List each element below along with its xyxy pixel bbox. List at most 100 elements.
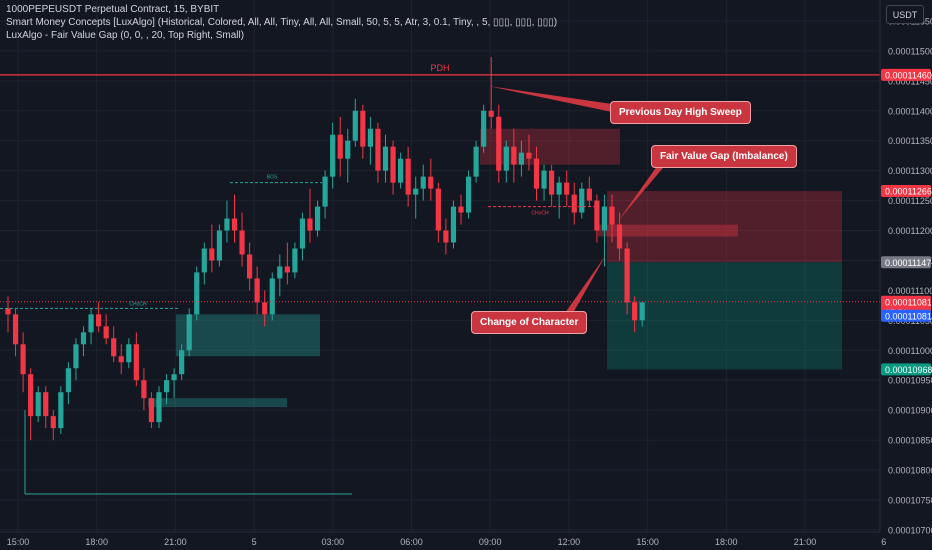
candle-body: [126, 344, 132, 363]
x-tick-label: 21:00: [164, 537, 187, 547]
x-tick-label: 21:00: [794, 537, 817, 547]
y-tick-label: 0.00011350: [888, 136, 932, 146]
candle-body: [314, 206, 321, 231]
candle-body: [352, 110, 358, 141]
candle-body: [179, 350, 185, 375]
candle-body: [564, 182, 570, 195]
y-tick-label: 0.00010800: [888, 466, 932, 476]
candle-body: [473, 146, 479, 177]
candle-body: [413, 188, 419, 195]
candle-body: [632, 302, 638, 321]
x-tick-label: 03:00: [322, 537, 345, 547]
callout-fair-value-gap: Fair Value Gap (Imbalance): [651, 145, 797, 168]
price-badge: [881, 363, 931, 376]
x-tick-label: 15:00: [7, 537, 30, 547]
candle-body: [390, 146, 396, 183]
price-axis: 0.000115500.000115000.000114500.00011400…: [879, 0, 932, 550]
candle-body: [88, 314, 94, 333]
candle-body: [103, 326, 109, 339]
price-badge-label: 0.00011147: [885, 258, 931, 268]
candle-body: [465, 176, 472, 213]
price-badge-label: 0.00011266: [885, 187, 932, 197]
candle-body: [111, 338, 117, 357]
candle-body: [586, 188, 592, 201]
choch-bear-label: CHoCH: [531, 211, 549, 217]
price-badge: [881, 309, 931, 322]
candle-body: [239, 230, 245, 255]
candle-body: [148, 398, 155, 423]
zone-bearish-fvg: [480, 128, 620, 165]
candle-body: [541, 170, 547, 189]
candle-body: [556, 182, 562, 195]
candle-body: [20, 344, 26, 375]
candle-body: [141, 380, 147, 399]
currency-unit-button[interactable]: USDT: [886, 5, 924, 24]
candle-body: [43, 392, 49, 417]
candle-body: [594, 200, 600, 231]
candle-body: [549, 170, 555, 195]
candle-body: [518, 152, 524, 165]
candle-body: [375, 128, 381, 171]
candle-body: [511, 146, 517, 165]
candle-body: [609, 206, 615, 225]
candle-body: [58, 392, 64, 429]
y-tick-label: 0.00010850: [888, 436, 932, 446]
candle-body: [458, 206, 464, 213]
candle-body: [428, 176, 434, 189]
choch-bull-label: CHoCH: [129, 301, 147, 307]
y-tick-label: 0.00011500: [888, 46, 932, 56]
candle-body: [345, 140, 351, 159]
y-tick-label: 0.00010900: [888, 406, 932, 416]
candle-body: [360, 110, 366, 147]
candle-body: [231, 218, 238, 231]
candle-body: [12, 314, 19, 345]
candle-body: [307, 218, 313, 231]
callout-pointer-sweep: [488, 86, 612, 112]
indicator-smc-legend[interactable]: Smart Money Concepts [LuxAlgo] (Historic…: [6, 17, 558, 28]
price-badge-label: 0.00011460: [885, 70, 932, 80]
candle-body: [284, 266, 290, 273]
y-tick-label: 0.00011450: [888, 76, 932, 86]
indicator-fvg-legend[interactable]: LuxAlgo - Fair Value Gap (0, 0, , 20, To…: [6, 30, 245, 41]
x-tick-label: 18:00: [85, 537, 108, 547]
price-badge: [881, 256, 931, 269]
y-tick-label: 0.00011200: [888, 226, 932, 236]
pdh-label: PDH: [430, 63, 449, 73]
y-tick-label: 0.00011300: [888, 166, 932, 176]
candle-body: [163, 380, 170, 393]
candle-body: [398, 158, 404, 183]
candle-body: [579, 188, 585, 213]
price-badge-label: 0.00010968: [885, 365, 932, 375]
candle-body: [201, 248, 207, 273]
candles: [5, 56, 645, 441]
symbol-title[interactable]: 1000PEPEUSDT Perpetual Contract, 15, BYB…: [6, 4, 220, 15]
candle-body: [420, 176, 426, 189]
candle-body: [194, 272, 200, 315]
candle-body: [73, 344, 79, 369]
bullish-order-block: [176, 314, 320, 357]
candle-body: [481, 110, 487, 147]
bullish-fvg-zone: [148, 398, 287, 408]
candle-body: [118, 356, 124, 363]
candle-body: [337, 134, 343, 159]
candle-body: [322, 176, 328, 207]
candle-body: [277, 266, 283, 279]
zones: [24, 128, 842, 495]
candle-body: [624, 248, 630, 303]
price-axis-bg: [880, 0, 932, 550]
candle-body: [269, 278, 275, 315]
y-tick-label: 0.00011000: [888, 346, 932, 356]
y-tick-label: 0.00011100: [888, 286, 932, 296]
candle-body: [405, 158, 411, 195]
candle-body: [382, 146, 389, 171]
zone-sell-zone: [607, 191, 842, 263]
callout-change-of-character: Change of Character: [471, 311, 588, 334]
x-tick-label: 6: [881, 537, 886, 547]
candle-body: [450, 206, 457, 243]
y-tick-label: 0.00010700: [888, 525, 932, 535]
candle-body: [254, 278, 260, 303]
candle-body: [216, 230, 222, 261]
candle-body: [262, 302, 268, 315]
candle-body: [330, 134, 336, 177]
